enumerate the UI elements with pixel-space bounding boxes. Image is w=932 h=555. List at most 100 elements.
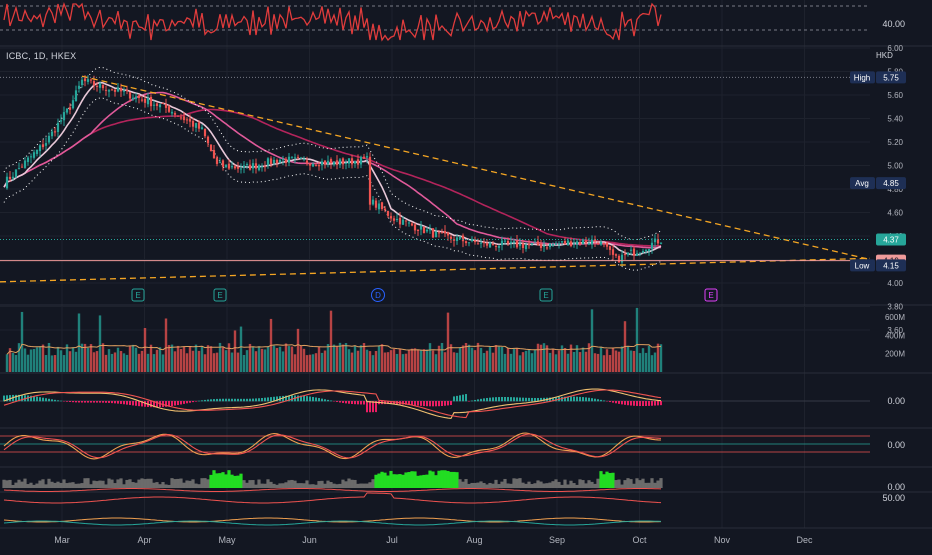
macd-histogram-bar [51, 399, 53, 401]
signal-histogram-bar [362, 484, 365, 488]
signal-histogram-bar [38, 481, 41, 488]
signal-histogram-bar [341, 480, 344, 488]
volume-bar [654, 353, 656, 372]
candle-body [369, 157, 371, 205]
candle-body [84, 78, 86, 81]
candle-body [561, 241, 563, 242]
signal-histogram-bar [347, 479, 350, 488]
macd-histogram-bar [525, 398, 527, 402]
axis-labels: 40.006.005.805.605.405.205.004.804.604.4… [54, 19, 906, 545]
candle-body [138, 95, 140, 98]
volume-tick-label: 600M [885, 313, 905, 322]
signal-histogram-bar [212, 470, 215, 488]
signal-histogram-bar [407, 472, 410, 488]
macd-histogram-bar [420, 401, 422, 406]
volume-bar [201, 347, 203, 372]
macd-histogram-bar [474, 400, 476, 401]
volume-bar [57, 347, 59, 372]
macd-histogram-bar [126, 401, 128, 405]
candle-body [243, 165, 245, 167]
volume-bar [540, 345, 542, 372]
candle-body [87, 79, 89, 82]
macd-histogram-bar [45, 398, 47, 401]
signal-histogram-bar [368, 482, 371, 488]
macd-histogram-bar [111, 401, 113, 403]
candle-body [54, 131, 56, 132]
macd-histogram-bar [642, 401, 644, 406]
signal-histogram-bar [509, 484, 512, 488]
candle-body [399, 218, 401, 225]
signal-histogram-bar [497, 484, 500, 488]
volume-bar [66, 344, 68, 372]
volume-bar [618, 352, 620, 372]
macd-signal-line [4, 390, 661, 418]
signal-histogram-bar [479, 481, 482, 488]
signal-histogram-bar [14, 483, 17, 488]
x-tick-label: Oct [632, 535, 647, 545]
signal-histogram-bar [539, 482, 542, 488]
volume-bar [498, 347, 500, 372]
candle-body [567, 241, 569, 246]
candle-body [204, 129, 206, 136]
macd-histogram-bar [336, 401, 338, 402]
macd-histogram-bar [267, 397, 269, 401]
volume-bar [603, 355, 605, 372]
volume-bar [96, 351, 98, 372]
volume-bar [210, 346, 212, 372]
signal-histogram-bar [176, 479, 179, 488]
candle-body [126, 90, 128, 91]
candle-body [390, 216, 392, 218]
candle-body [528, 244, 530, 245]
candle-body [231, 166, 233, 167]
volume-bar [183, 347, 185, 372]
candle-body [12, 177, 14, 179]
macd-histogram-bar [321, 399, 323, 402]
volume-bar [264, 349, 266, 372]
candle-body [303, 159, 305, 160]
signal-histogram-bar [431, 471, 434, 488]
candle-body [486, 243, 488, 246]
signal-histogram-bar [233, 476, 236, 488]
macd-histogram-bar [477, 399, 479, 401]
macd-histogram-bar [453, 396, 455, 401]
candle-body [72, 100, 74, 108]
macd-histogram-bar [192, 401, 194, 402]
macd-histogram-bar [660, 401, 662, 405]
signal-histogram-bar [122, 484, 125, 488]
volume-bar [558, 351, 560, 372]
top-indicator-pane [0, 4, 870, 40]
signal-histogram-bar [452, 472, 455, 488]
signal-histogram-bar [524, 484, 527, 488]
candle-body [543, 246, 545, 247]
signal-histogram-bar [158, 484, 161, 488]
signal-histogram-bar [521, 483, 524, 488]
x-tick-label: Nov [714, 535, 731, 545]
candle-body [171, 112, 173, 114]
signal-histogram-bar [56, 482, 59, 488]
signal-histogram-bar [104, 484, 107, 488]
candle-body [183, 116, 185, 120]
candle-body [315, 165, 317, 166]
volume-bar [579, 352, 581, 372]
macd-histogram-bar [636, 401, 638, 406]
macd-histogram-bar [339, 401, 341, 402]
candle-body [591, 240, 593, 245]
signal-histogram-bar [638, 480, 641, 488]
candle-body [258, 165, 260, 170]
macd-histogram-bar [54, 400, 56, 401]
volume-bar [153, 354, 155, 372]
candle-body [531, 243, 533, 244]
candle-body [651, 243, 653, 249]
candle-body [234, 166, 236, 168]
signal-histogram-bar [458, 479, 461, 488]
candle-body [363, 157, 365, 159]
candle-body [129, 92, 131, 98]
macd-histogram-bar [441, 401, 443, 406]
volume-bar [18, 343, 20, 372]
macd-histogram-bar [96, 401, 98, 403]
macd-histogram-bar [93, 401, 95, 403]
volume-bar [405, 354, 407, 372]
candle-body [387, 211, 389, 216]
x-tick-label: Jul [386, 535, 398, 545]
